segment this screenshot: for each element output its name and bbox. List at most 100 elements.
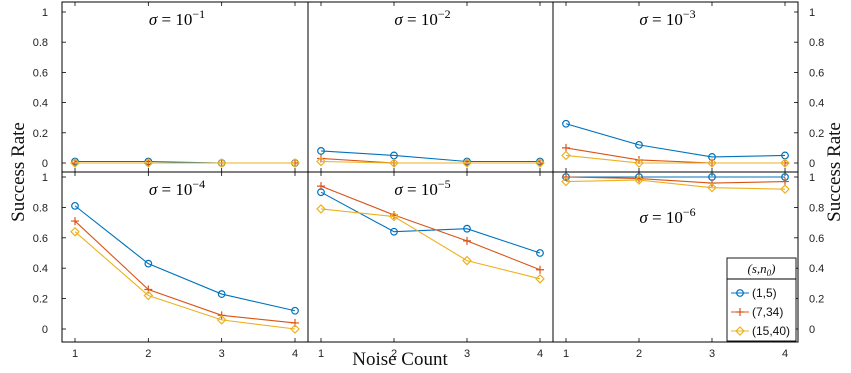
series-line (320, 160, 540, 164)
data-point (634, 158, 644, 168)
series-line (565, 179, 786, 190)
data-point (216, 158, 227, 168)
y-tick-label-right: 0.4 (809, 98, 824, 110)
y-tick-label: 0.4 (33, 98, 48, 110)
x-tick-label: 4 (782, 348, 788, 360)
data-point (635, 140, 643, 149)
y-tick-label-right: 0.6 (809, 67, 824, 79)
x-tick-label: 1 (318, 348, 324, 360)
data-point (707, 182, 717, 193)
data-point (291, 306, 299, 315)
data-point (290, 324, 300, 334)
y-tick-label: 0.8 (33, 202, 48, 214)
legend-entry-label: (15,40) (752, 324, 790, 338)
data-point (535, 158, 545, 168)
data-point (780, 184, 790, 195)
x-tick-label: 2 (145, 348, 151, 360)
y-axis-label-left: Success Rate (8, 122, 29, 222)
series-line (74, 205, 296, 312)
y-tick-label: 0.2 (33, 128, 48, 140)
legend-entry-label: (7,34) (752, 305, 783, 319)
y-tick-label-right: 0 (809, 158, 815, 170)
legend-entry-label: (1,5) (752, 286, 777, 300)
data-point (462, 255, 472, 266)
y-tick-label-right: 0.2 (809, 128, 824, 140)
data-point (463, 224, 471, 233)
data-point (536, 249, 544, 257)
y-tick-label: 1 (42, 7, 48, 19)
data-point (317, 147, 325, 155)
legend-swatch-marker (736, 289, 744, 297)
y-tick-label: 0.6 (33, 233, 48, 245)
data-point (390, 227, 398, 236)
data-point (634, 175, 644, 185)
legend-box (726, 257, 797, 342)
series-line (320, 185, 541, 271)
y-tick-label-right: 1 (809, 172, 815, 184)
data-point (389, 211, 399, 222)
panel-title: σ = 10−4 (149, 177, 205, 199)
data-point (462, 158, 472, 168)
series-line (320, 150, 540, 163)
y-tick-label-right: 0.4 (809, 263, 824, 275)
legend-swatch-marker (735, 326, 745, 336)
y-tick-label-right: 0.8 (809, 37, 824, 49)
data-point (561, 150, 571, 161)
data-point (143, 158, 154, 168)
y-tick-label: 0.2 (33, 294, 48, 306)
series-line (565, 123, 786, 158)
data-point (707, 158, 717, 168)
data-point (561, 176, 571, 187)
data-point (780, 158, 790, 168)
data-point (562, 119, 570, 128)
data-point (143, 290, 154, 301)
x-tick-label: 2 (391, 348, 397, 360)
data-point (536, 265, 544, 274)
data-point (71, 201, 79, 210)
y-tick-label-right: 0.2 (809, 294, 824, 306)
y-tick-label: 0 (42, 324, 48, 336)
series-line (565, 147, 785, 164)
y-tick-label: 0.8 (33, 37, 48, 49)
data-point (535, 273, 545, 284)
data-point (290, 158, 300, 168)
y-tick-label-right: 1 (809, 7, 815, 19)
y-axis-label-right: Success Rate (824, 122, 845, 222)
x-tick-label: 1 (563, 348, 569, 360)
x-tick-label: 3 (709, 348, 715, 360)
series-line (74, 231, 296, 330)
panel-frame (552, 171, 799, 343)
series-line (320, 208, 541, 280)
data-point (316, 156, 326, 167)
data-point (317, 154, 325, 163)
y-tick-label: 0.6 (33, 67, 48, 79)
data-point (389, 158, 399, 168)
data-point (562, 143, 570, 152)
y-tick-label: 1 (42, 172, 48, 184)
data-point (316, 204, 326, 214)
data-point (781, 177, 789, 186)
series-line (565, 154, 785, 164)
series-line (565, 176, 786, 184)
y-tick-label-right: 0.8 (809, 202, 824, 214)
data-point (71, 217, 79, 226)
data-point (144, 259, 153, 268)
data-point (463, 236, 471, 245)
x-tick-label: 2 (636, 348, 642, 360)
series-line (74, 220, 296, 324)
legend-swatch-marker (736, 308, 744, 316)
x-tick-label: 3 (219, 348, 225, 360)
data-point (70, 158, 80, 168)
data-point (70, 226, 80, 237)
panel-title: σ = 10−5 (394, 177, 450, 199)
x-tick-label: 4 (537, 348, 543, 360)
data-point (216, 315, 227, 325)
x-tick-label: 4 (292, 348, 298, 360)
y-tick-label: 0.4 (33, 263, 48, 275)
panel-title: σ = 10−1 (149, 7, 205, 29)
panel-title: σ = 10−2 (394, 7, 450, 29)
data-point (317, 182, 325, 191)
panel-title: σ = 10−3 (639, 7, 695, 29)
y-tick-label-right: 0 (809, 324, 815, 336)
